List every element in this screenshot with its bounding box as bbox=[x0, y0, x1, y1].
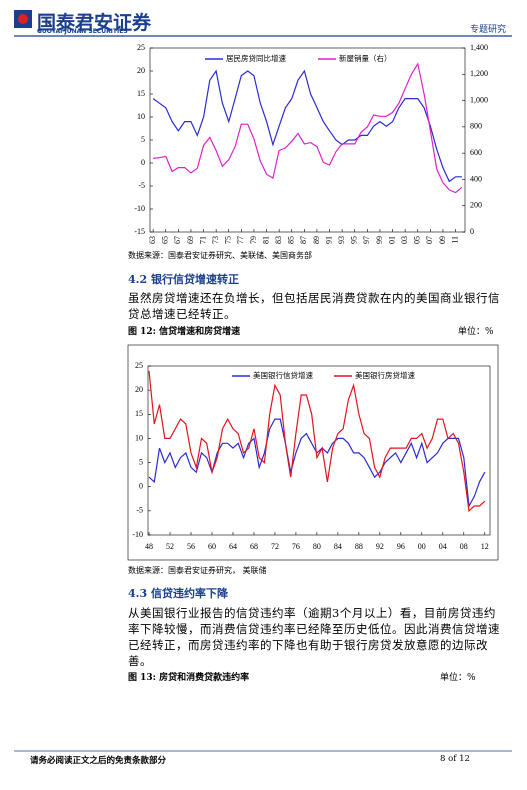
y-tick-label: 10 bbox=[135, 433, 143, 442]
x-tick-label: 48 bbox=[145, 542, 153, 551]
y-tick-label: 25 bbox=[135, 361, 143, 370]
x-tick-label: 81 bbox=[261, 236, 270, 244]
x-tick-label: 73 bbox=[211, 236, 220, 244]
y-tick-label: -10 bbox=[134, 204, 145, 213]
y-tick-label: 15 bbox=[137, 89, 145, 98]
series-line bbox=[153, 62, 463, 194]
header-tag: 专题研究 bbox=[470, 25, 507, 35]
x-tick-label: 80 bbox=[313, 542, 321, 551]
figure-unit: 单位：% bbox=[440, 673, 476, 683]
section-heading: 4.3 信贷违约率下降 bbox=[128, 587, 228, 600]
x-tick-label: 91 bbox=[324, 236, 333, 244]
x-tick-label: 12 bbox=[481, 542, 489, 551]
page-number: 8 of 12 bbox=[440, 754, 470, 764]
legend-label: 美国银行信贷增速 bbox=[253, 370, 313, 380]
source: 数据来源：国泰君安证券研究， 美联储 bbox=[128, 566, 267, 575]
x-tick-label: 64 bbox=[229, 542, 237, 551]
x-tick-label: 85 bbox=[287, 236, 296, 244]
y2-tick-label: 600 bbox=[470, 148, 482, 157]
x-tick-label: 87 bbox=[299, 236, 308, 244]
x-tick-label: 79 bbox=[249, 236, 258, 244]
x-tick-label: 77 bbox=[236, 236, 245, 244]
x-tick-label: 03 bbox=[400, 236, 409, 244]
y2-tick-label: 0 bbox=[470, 227, 474, 236]
x-tick-label: 09 bbox=[438, 236, 447, 244]
y-tick-label: 5 bbox=[139, 457, 143, 466]
x-tick-label: 05 bbox=[413, 236, 422, 244]
series-line bbox=[148, 370, 486, 513]
x-tick-label: 99 bbox=[375, 236, 384, 244]
x-tick-label: 68 bbox=[250, 542, 258, 551]
x-tick-label: 69 bbox=[186, 236, 195, 244]
x-tick-label: 96 bbox=[397, 542, 405, 551]
x-tick-label: 84 bbox=[334, 542, 342, 551]
x-tick-label: 88 bbox=[355, 542, 363, 551]
logo-cn: 国泰君安证券 bbox=[37, 12, 152, 34]
y-tick-label: 15 bbox=[135, 409, 143, 418]
plot-frame bbox=[149, 47, 466, 233]
x-tick-label: 71 bbox=[198, 236, 207, 244]
y-tick-label: 0 bbox=[139, 482, 143, 491]
x-tick-label: 95 bbox=[350, 236, 359, 244]
x-tick-label: 75 bbox=[224, 236, 233, 244]
legend-label: 新屋销量（右） bbox=[339, 53, 392, 63]
y2-tick-label: 200 bbox=[470, 201, 482, 210]
x-tick-label: 11 bbox=[450, 236, 459, 244]
y-tick-label: 5 bbox=[141, 135, 145, 144]
footer-disclaimer: 请务必阅读正文之后的免责条款部分 bbox=[30, 756, 167, 766]
y-tick-label: -15 bbox=[134, 227, 145, 236]
section-heading: 4.2 银行信贷增速转正 bbox=[128, 273, 239, 286]
logo-dot bbox=[18, 14, 28, 24]
y-tick-label: 10 bbox=[137, 112, 145, 121]
x-tick-label: 63 bbox=[148, 236, 157, 244]
legend-label: 美国银行房贷增速 bbox=[355, 370, 415, 380]
x-tick-label: 93 bbox=[337, 236, 346, 244]
x-tick-label: 60 bbox=[208, 542, 216, 551]
figure-caption: 图 13: 房贷和消费贷款违约率 bbox=[128, 673, 250, 683]
y-tick-label: 20 bbox=[135, 385, 143, 394]
figure-unit: 单位：% bbox=[458, 327, 494, 337]
series-line bbox=[152, 69, 462, 183]
x-tick-label: 52 bbox=[166, 542, 174, 551]
chart-frame bbox=[127, 344, 499, 561]
y-tick-label: 25 bbox=[137, 43, 145, 52]
x-tick-label: 83 bbox=[274, 236, 283, 244]
x-tick-label: 65 bbox=[161, 236, 170, 244]
y-tick-label: -10 bbox=[132, 530, 143, 539]
figure-caption: 图 12: 信贷增速和房贷增速 bbox=[128, 327, 241, 337]
plot-frame bbox=[147, 365, 491, 536]
y-tick-label: 20 bbox=[137, 66, 145, 75]
x-tick-label: 08 bbox=[460, 542, 468, 551]
paragraph: 虽然房贷增速还在负增长，但包括居民消费贷款在内的美国商业银行信贷总增速已经转正。 bbox=[128, 291, 500, 321]
x-tick-label: 01 bbox=[387, 236, 396, 244]
y2-tick-label: 400 bbox=[470, 174, 482, 183]
paragraph: 从美国银行业报告的信贷违约率（逾期3个月以上）看，目前房贷违约率下降较慢，而消费… bbox=[128, 606, 500, 668]
x-tick-label: 56 bbox=[187, 542, 195, 551]
x-tick-label: 97 bbox=[362, 236, 371, 244]
y-tick-label: 0 bbox=[141, 158, 145, 167]
x-tick-label: 92 bbox=[376, 542, 384, 551]
x-tick-label: 72 bbox=[271, 542, 279, 551]
x-tick-label: 67 bbox=[173, 236, 182, 244]
y-tick-label: -5 bbox=[138, 181, 145, 190]
y2-tick-label: 1,000 bbox=[470, 95, 488, 104]
y2-tick-label: 1,400 bbox=[470, 43, 488, 52]
source: 数据来源：国泰君安证券研究、美联储、美国商务部 bbox=[128, 251, 312, 260]
legend-label: 居民房贷同比增速 bbox=[226, 53, 286, 63]
y2-tick-label: 1,200 bbox=[470, 69, 488, 78]
y2-tick-label: 800 bbox=[470, 122, 482, 131]
x-tick-label: 07 bbox=[425, 236, 434, 244]
x-tick-label: 00 bbox=[418, 542, 426, 551]
x-tick-label: 76 bbox=[292, 542, 300, 551]
x-tick-label: 89 bbox=[312, 236, 321, 244]
y-tick-label: -5 bbox=[136, 506, 143, 515]
x-tick-label: 04 bbox=[439, 542, 447, 551]
logo-en: GUOTAI JUNAN SECURITIES bbox=[37, 28, 128, 35]
